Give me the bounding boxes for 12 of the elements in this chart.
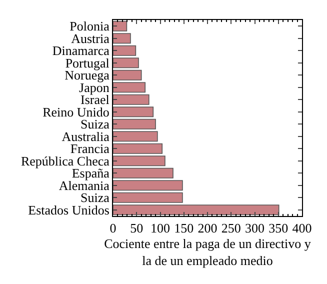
x-tick-label: 250	[221, 220, 241, 236]
x-tick-label: 100	[150, 220, 170, 236]
x-tick-label: 0	[110, 220, 116, 236]
y-tick-label: Reino Unido	[42, 104, 110, 120]
x-tick-label: 350	[268, 220, 288, 236]
x-tick-label: 200	[198, 220, 218, 236]
x-tick-label: 150	[174, 220, 194, 236]
x-tick-label: 300	[245, 220, 264, 236]
x-tick-label: 50	[130, 220, 144, 236]
x-axis-title: Cociente entre la paga de un directivo y la de un empleado medio	[104, 236, 312, 268]
x-tick-label: 400	[292, 220, 312, 236]
y-tick-label: España	[72, 166, 110, 181]
